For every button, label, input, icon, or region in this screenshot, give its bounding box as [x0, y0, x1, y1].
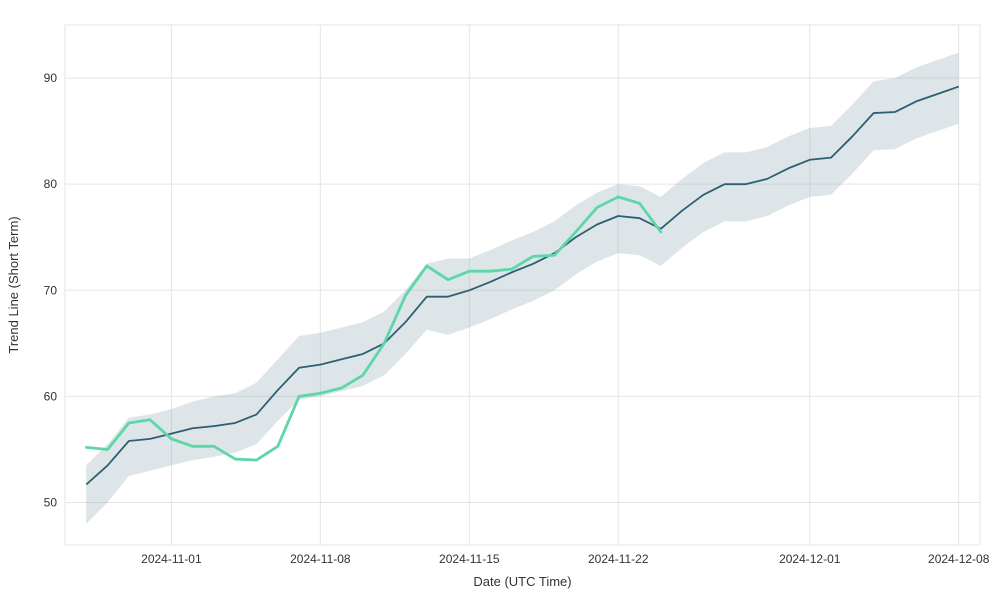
y-tick-label: 90 [44, 71, 58, 85]
trend-chart: 50 60 70 80 90 2024-11-01 2024-11-08 2024-11-15… [0, 0, 1000, 600]
x-tick-label: 2024-12-01 [779, 552, 841, 566]
x-tick-label: 2024-11-08 [290, 552, 351, 566]
x-tick-label: 2024-11-15 [439, 552, 500, 566]
y-tick-label: 50 [44, 496, 58, 510]
confidence-band [86, 53, 958, 524]
y-tick-label: 60 [44, 389, 58, 403]
x-axis-label: Date (UTC Time) [473, 574, 571, 589]
x-tick-label: 2024-11-22 [588, 552, 649, 566]
y-axis-label: Trend Line (Short Term) [6, 216, 21, 353]
y-tick-label: 70 [44, 283, 58, 297]
chart-svg: 50 60 70 80 90 2024-11-01 2024-11-08 2024-11-15… [0, 0, 1000, 600]
y-tick-label: 80 [44, 177, 58, 191]
x-tick-label: 2024-11-01 [141, 552, 202, 566]
x-tick-label: 2024-12-08 [928, 552, 990, 566]
